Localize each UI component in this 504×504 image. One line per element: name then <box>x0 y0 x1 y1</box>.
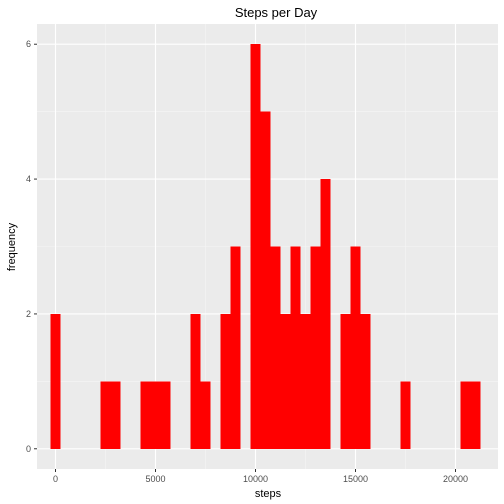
histogram-bar <box>280 313 291 449</box>
histogram-bar <box>250 44 261 449</box>
histogram-bar <box>220 313 231 449</box>
histogram-bar <box>50 313 61 449</box>
histogram-bar <box>360 313 371 449</box>
histogram-bar <box>110 381 121 449</box>
y-tick-label: 2 <box>26 309 31 319</box>
y-axis-label: frequency <box>6 222 18 271</box>
histogram-bar <box>260 111 271 449</box>
histogram-bar <box>150 381 161 449</box>
x-tick-label: 15000 <box>343 474 368 484</box>
histogram-bar <box>300 313 311 449</box>
histogram-bar <box>310 246 321 449</box>
histogram-bar <box>460 381 471 449</box>
y-tick-label: 4 <box>26 174 31 184</box>
histogram-bar <box>140 381 151 449</box>
x-tick-label: 5000 <box>145 474 165 484</box>
y-tick-label: 6 <box>26 39 31 49</box>
histogram-bar <box>320 179 331 449</box>
x-axis-ticks: 0 5000 10000 15000 20000 <box>53 469 468 484</box>
histogram-bar <box>190 313 201 449</box>
x-axis-label: steps <box>255 488 282 500</box>
histogram-bar <box>230 246 241 449</box>
histogram-bar <box>160 381 171 449</box>
histogram-bar <box>100 381 111 449</box>
histogram-bar <box>470 381 481 449</box>
y-axis-ticks: 0 2 4 6 <box>26 39 37 454</box>
histogram-bar <box>200 381 211 449</box>
histogram-bar <box>400 381 411 449</box>
histogram-bar <box>350 246 361 449</box>
histogram-bar <box>290 246 301 449</box>
chart-title: Steps per Day <box>235 5 318 20</box>
x-tick-label: 0 <box>53 474 58 484</box>
histogram-bar <box>270 246 281 449</box>
histogram-bars <box>50 44 481 449</box>
x-tick-label: 20000 <box>443 474 468 484</box>
x-tick-label: 10000 <box>243 474 268 484</box>
y-tick-label: 0 <box>26 444 31 454</box>
histogram-bar <box>340 313 351 449</box>
